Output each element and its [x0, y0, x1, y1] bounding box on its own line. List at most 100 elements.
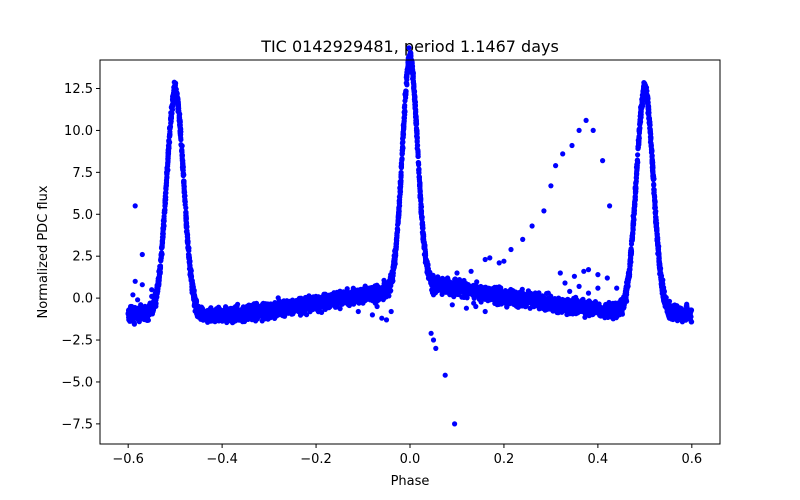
data-point — [161, 221, 167, 228]
data-point — [176, 112, 182, 118]
data-point — [164, 175, 170, 181]
data-point — [688, 319, 694, 325]
data-point — [415, 153, 421, 159]
data-point — [190, 292, 196, 299]
data-point — [496, 301, 502, 307]
data-point — [421, 239, 427, 245]
data-point — [181, 178, 187, 184]
data-point — [165, 161, 171, 167]
data-point — [509, 288, 515, 295]
data-point — [148, 309, 154, 315]
data-point — [135, 316, 141, 322]
data-point — [156, 276, 162, 282]
data-point — [496, 295, 502, 301]
data-point — [186, 255, 192, 261]
data-point — [165, 150, 172, 156]
data-point — [403, 92, 409, 98]
data-point — [188, 266, 194, 272]
data-point — [165, 155, 171, 161]
data-point — [587, 300, 594, 306]
data-point — [136, 305, 142, 311]
data-point — [471, 295, 477, 301]
data-point — [217, 306, 223, 312]
data-point — [648, 131, 654, 137]
data-point — [391, 264, 397, 270]
data-point — [372, 283, 378, 289]
data-point — [433, 280, 439, 286]
data-point — [545, 296, 551, 303]
data-point — [179, 148, 185, 154]
data-point — [630, 220, 636, 226]
data-point — [610, 300, 616, 306]
data-point — [401, 115, 407, 121]
data-point — [638, 108, 644, 114]
data-point — [361, 293, 367, 299]
data-point — [632, 189, 639, 195]
data-point — [540, 296, 546, 303]
data-point — [162, 196, 168, 202]
data-point — [211, 309, 218, 315]
data-point — [158, 257, 164, 263]
data-point — [398, 165, 404, 171]
data-point — [596, 301, 602, 307]
data-point — [164, 169, 170, 175]
data-point — [470, 289, 476, 295]
data-point — [297, 305, 304, 312]
data-point — [156, 268, 162, 274]
data-point — [251, 301, 257, 307]
data-point — [398, 183, 404, 189]
data-point — [582, 307, 588, 313]
data-point — [178, 142, 184, 148]
data-point — [183, 205, 189, 211]
data-point — [400, 144, 406, 151]
data-point — [163, 189, 169, 196]
data-point — [199, 314, 205, 320]
data-point — [432, 284, 438, 291]
data-point — [656, 265, 663, 271]
data-point — [159, 241, 165, 247]
data-point — [276, 312, 282, 318]
data-point — [463, 286, 469, 292]
data-point — [678, 312, 684, 319]
data-point — [272, 309, 278, 315]
data-point — [504, 304, 510, 310]
data-point — [348, 290, 354, 297]
data-point — [335, 297, 341, 303]
data-point — [411, 81, 417, 87]
data-point — [521, 302, 527, 308]
data-point — [411, 85, 417, 91]
data-point — [526, 298, 532, 304]
data-point — [399, 150, 405, 156]
data-point — [409, 63, 415, 69]
data-point — [406, 45, 412, 51]
data-point — [166, 137, 172, 143]
data-point — [128, 306, 134, 312]
data-point — [420, 230, 426, 236]
data-point — [275, 295, 281, 301]
data-point — [449, 283, 455, 289]
data-point — [595, 308, 602, 314]
data-point — [610, 312, 616, 318]
data-point — [274, 303, 280, 309]
data-point — [184, 234, 190, 240]
data-point — [420, 235, 426, 241]
data-point — [567, 301, 574, 307]
data-point — [335, 291, 341, 298]
data-point — [157, 264, 164, 271]
data-point — [635, 144, 641, 150]
data-point — [449, 287, 455, 293]
data-point — [457, 288, 463, 294]
data-point — [195, 313, 201, 319]
data-point — [416, 166, 422, 172]
data-point — [402, 104, 408, 110]
data-point — [204, 309, 210, 315]
data-point — [401, 109, 407, 115]
data-point — [634, 157, 641, 163]
data-point — [412, 94, 418, 100]
data-point — [220, 312, 226, 318]
data-point — [319, 309, 325, 315]
data-point — [208, 305, 214, 311]
data-point — [398, 178, 404, 184]
data-point — [632, 201, 638, 207]
data-point — [447, 291, 453, 297]
